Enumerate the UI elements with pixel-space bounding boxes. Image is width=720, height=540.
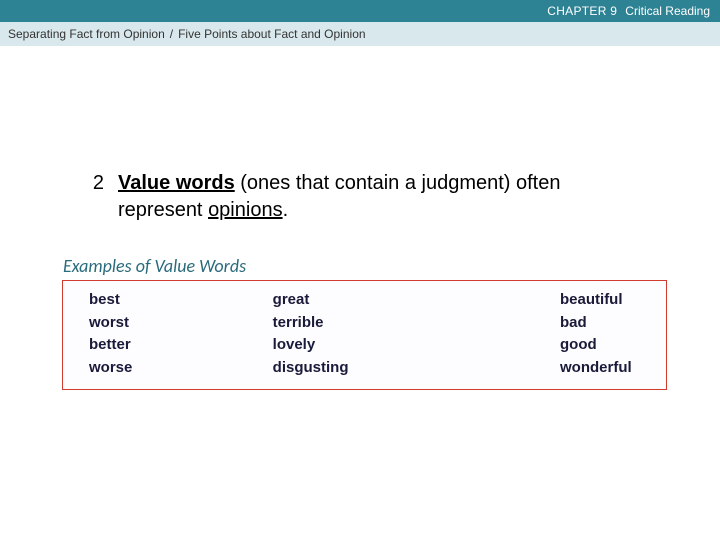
- slide: CHAPTER 9 Critical Reading Separating Fa…: [0, 0, 720, 540]
- value-word: worse: [89, 357, 273, 380]
- point-keyword: Value words: [118, 172, 235, 194]
- value-word: terrible: [273, 312, 457, 335]
- chapter-header: CHAPTER 9 Critical Reading: [0, 0, 720, 22]
- breadcrumb: Separating Fact from Opinion / Five Poin…: [0, 22, 720, 46]
- point-text: Value words (ones that contain a judgmen…: [118, 170, 650, 224]
- breadcrumb-separator: /: [170, 27, 173, 41]
- value-word: good: [560, 334, 640, 357]
- value-word: worst: [89, 312, 273, 335]
- value-word: great: [273, 289, 457, 312]
- word-column-2: great terrible lovely disgusting: [273, 289, 457, 381]
- breadcrumb-section: Separating Fact from Opinion: [8, 27, 165, 41]
- examples-heading: Examples of Value Words: [63, 255, 246, 277]
- value-word: wonderful: [560, 357, 640, 380]
- word-column-3: beautiful bad good wonderful: [456, 289, 640, 381]
- word-column-1: best worst better worse: [89, 289, 273, 381]
- value-word: bad: [560, 312, 640, 335]
- value-word: beautiful: [560, 289, 640, 312]
- main-point: 2 Value words (ones that contain a judgm…: [90, 170, 650, 224]
- value-word: lovely: [273, 334, 457, 357]
- point-tail: .: [283, 199, 289, 221]
- chapter-number: CHAPTER 9: [547, 4, 617, 18]
- point-opinions: opinions: [208, 199, 283, 221]
- value-word: best: [89, 289, 273, 312]
- value-word: better: [89, 334, 273, 357]
- chapter-title: Critical Reading: [625, 4, 710, 18]
- value-words-box: best worst better worse great terrible l…: [62, 280, 667, 390]
- point-number: 2: [90, 170, 104, 197]
- value-word: disgusting: [273, 357, 457, 380]
- breadcrumb-subsection: Five Points about Fact and Opinion: [178, 27, 365, 41]
